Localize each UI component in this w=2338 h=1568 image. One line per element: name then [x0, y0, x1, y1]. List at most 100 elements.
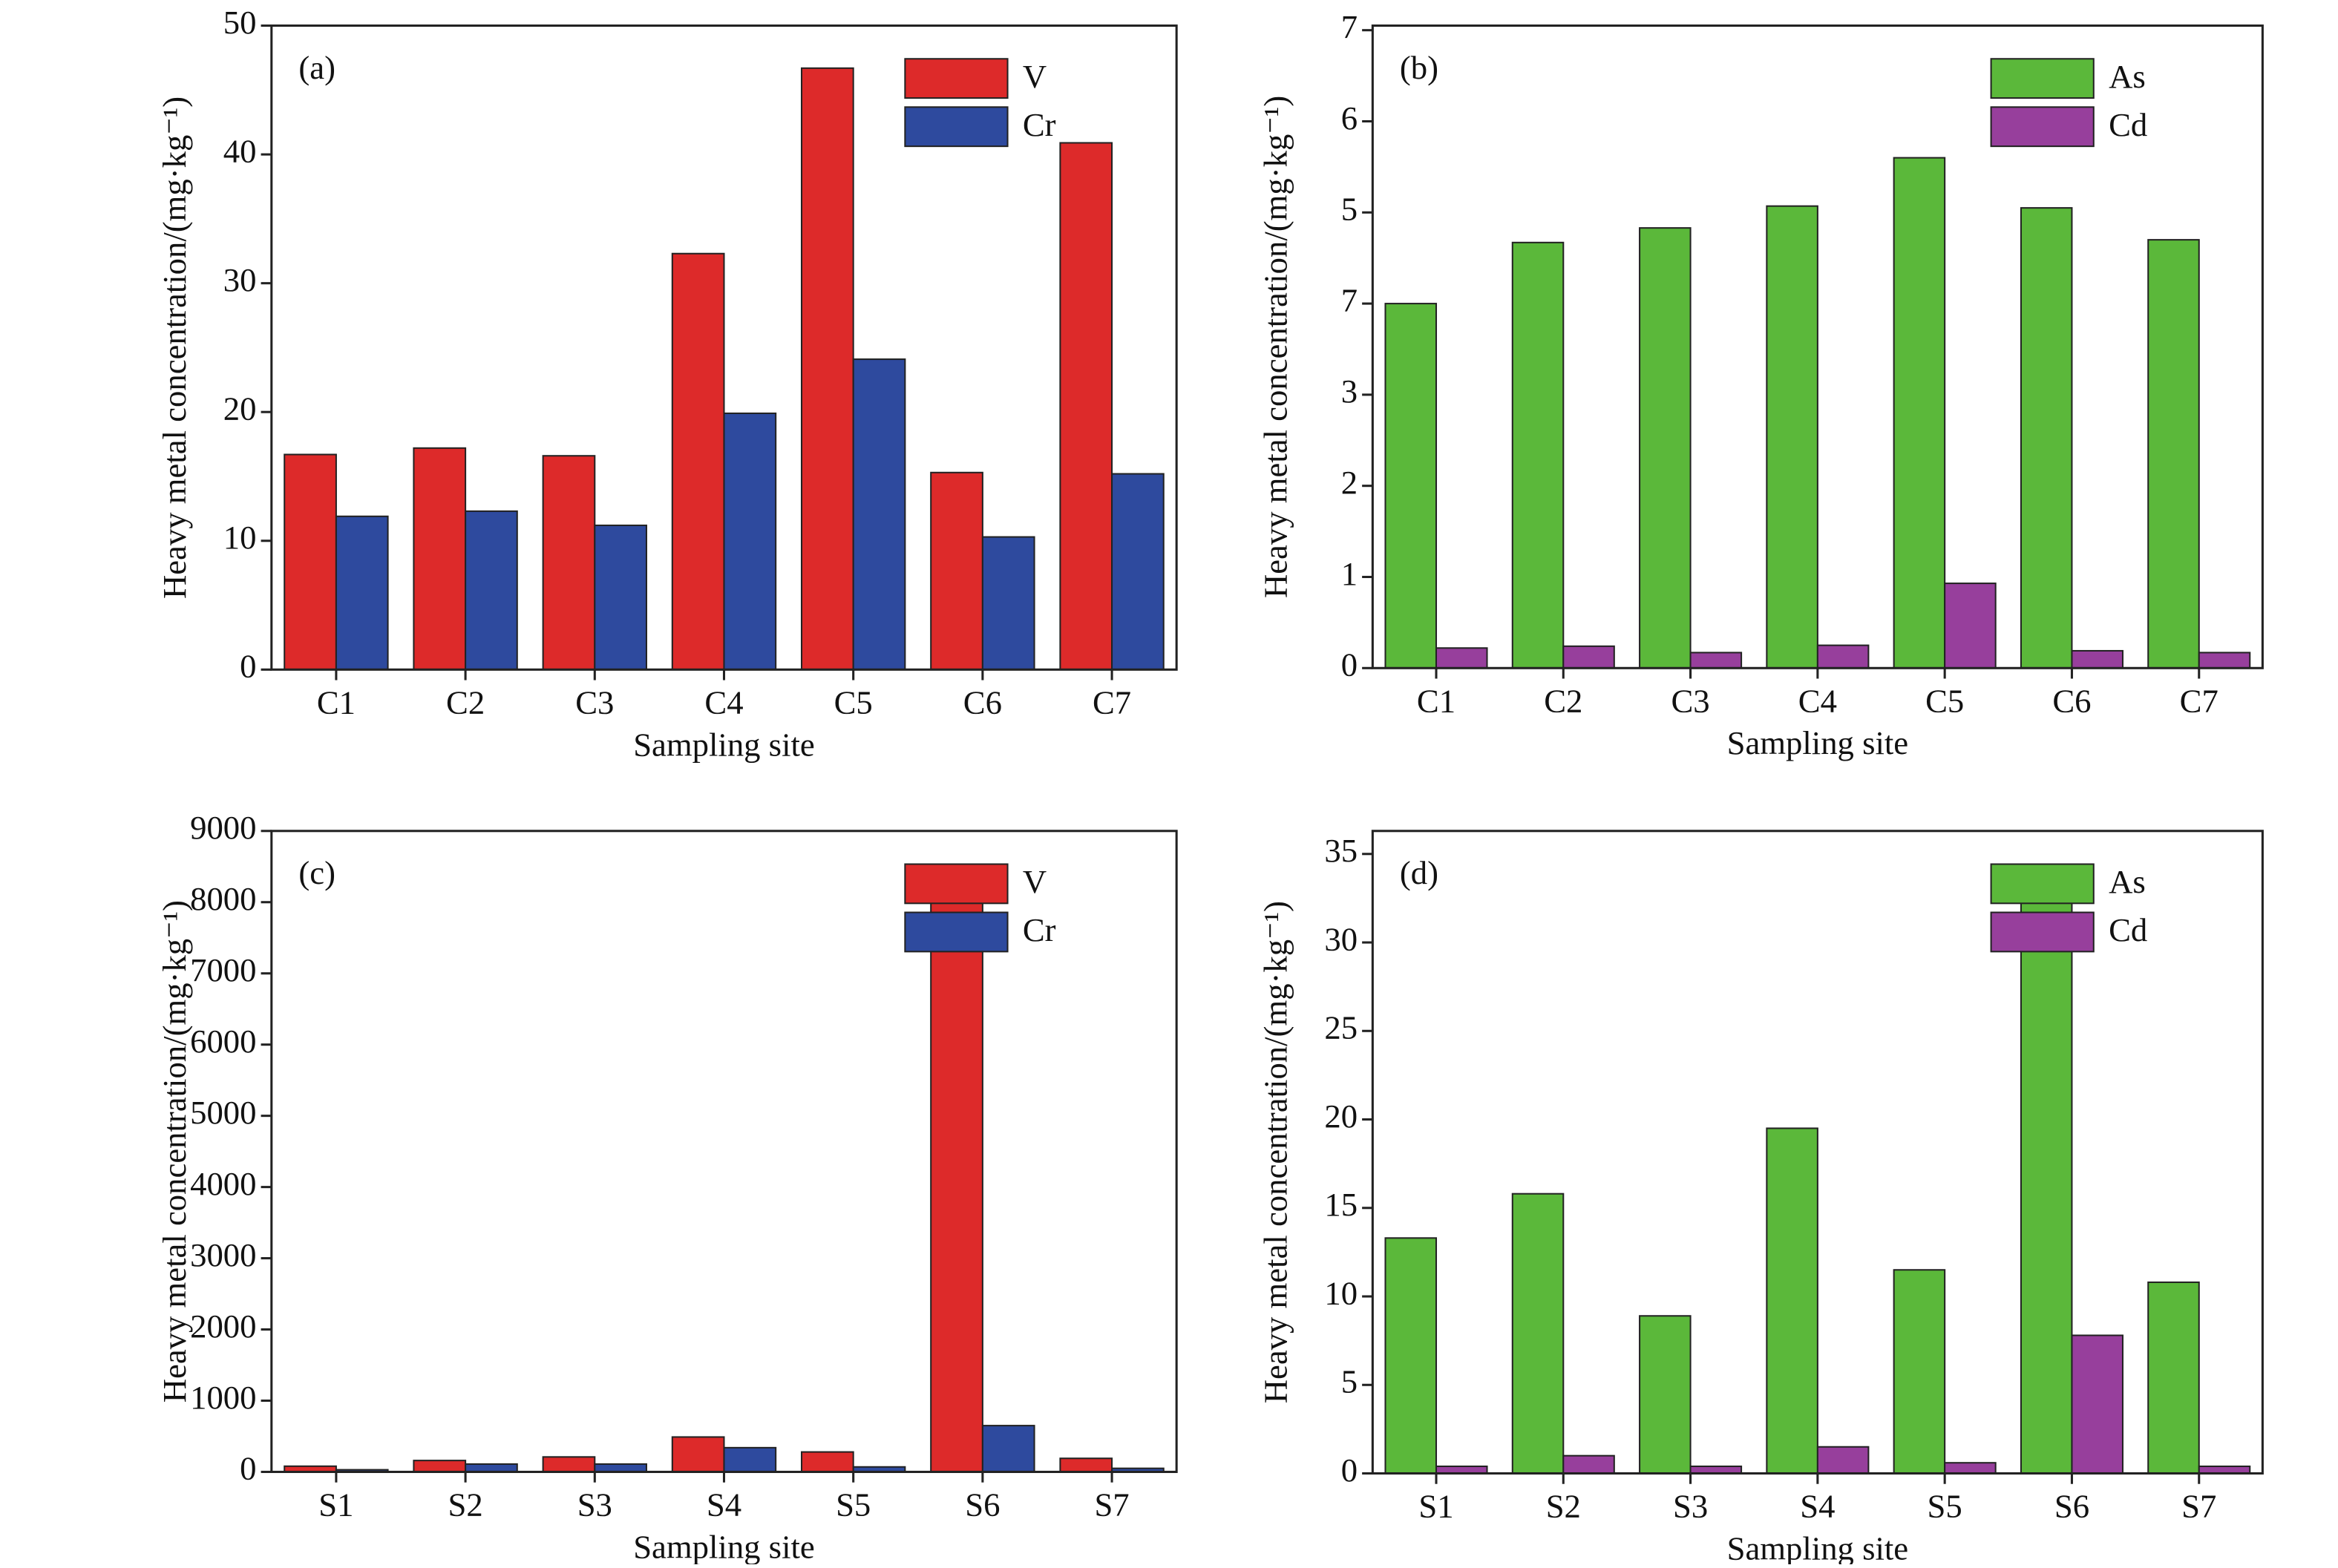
legend-label: Cd	[2109, 106, 2147, 143]
bar	[800, 67, 854, 671]
x-tick-label: S5	[836, 1486, 871, 1523]
x-tick-label: S2	[448, 1486, 482, 1523]
bar	[465, 510, 518, 671]
bar	[1766, 1127, 1818, 1474]
legend-label: V	[1023, 863, 1047, 900]
legend-label: Cd	[2109, 911, 2147, 948]
x-tick-label: S6	[2054, 1488, 2089, 1525]
x-tick-label: C6	[2052, 682, 2091, 719]
x-tick-label: S6	[965, 1486, 1000, 1523]
y-tick-label: 0	[240, 1450, 256, 1487]
bar	[1689, 652, 1743, 669]
bar	[1816, 1446, 1870, 1474]
y-tick-label: 50	[223, 4, 257, 41]
bar	[1639, 1315, 1692, 1474]
x-axis-label: Sampling site	[633, 726, 815, 763]
y-tick-label: 7	[1341, 8, 1358, 45]
bar	[1059, 1457, 1113, 1473]
bar	[335, 515, 389, 671]
legend-label: As	[2109, 58, 2146, 95]
bar	[1766, 205, 1818, 669]
y-tick-label: 20	[1324, 1098, 1358, 1135]
y-tick-label: 9000	[190, 809, 256, 846]
bar	[1893, 1269, 1946, 1474]
x-tick-label: S1	[318, 1486, 353, 1523]
y-tick-label: 40	[223, 132, 257, 169]
x-tick-label: C5	[834, 683, 873, 721]
x-tick-label: S1	[1418, 1488, 1453, 1525]
y-axis-label: Heavy metal concentration/(mg·kg⁻¹)	[1257, 96, 1294, 598]
y-tick-label: 5	[1341, 1363, 1358, 1400]
y-tick-label: 3	[1341, 373, 1358, 410]
x-tick-label: C2	[446, 683, 485, 721]
panel-label: (a)	[298, 49, 335, 86]
x-tick-label: C3	[575, 683, 614, 721]
y-tick-label: 25	[1324, 1009, 1358, 1046]
panel-label: (c)	[298, 854, 335, 891]
x-tick-label: C3	[1671, 682, 1710, 719]
bar	[465, 1463, 518, 1473]
bar	[981, 1425, 1035, 1473]
legend-swatch	[1990, 106, 2095, 148]
bar	[2147, 1281, 2200, 1474]
y-tick-label: 35	[1324, 832, 1358, 869]
y-tick-label: 6000	[190, 1023, 256, 1060]
x-tick-label: S3	[1673, 1488, 1708, 1525]
bar	[2071, 649, 2123, 669]
legend-swatch	[1990, 911, 2095, 953]
y-tick-label: 20	[223, 390, 257, 427]
y-tick-label: 10	[223, 519, 257, 556]
y-tick-label: 7000	[190, 951, 256, 988]
bar	[413, 1460, 467, 1473]
bar	[1944, 583, 1997, 669]
bar	[1816, 644, 1870, 669]
x-tick-label: C7	[1093, 683, 1131, 721]
bar	[542, 1456, 596, 1473]
bar	[930, 890, 983, 1473]
bar	[1384, 1237, 1438, 1474]
bar	[1944, 1462, 1997, 1474]
x-tick-label: S4	[707, 1486, 741, 1523]
bar	[1111, 473, 1165, 671]
bar	[1562, 645, 1615, 669]
bar	[671, 1436, 725, 1473]
x-tick-label: C1	[317, 683, 356, 721]
y-tick-label: 0	[240, 648, 256, 685]
y-tick-label: 30	[223, 261, 257, 298]
bar	[1639, 227, 1692, 669]
legend-swatch	[904, 106, 1009, 148]
bar	[2147, 239, 2200, 669]
bar	[852, 358, 906, 671]
bar	[2020, 881, 2073, 1474]
bar	[2198, 652, 2251, 669]
y-tick-label: 7	[1341, 281, 1358, 318]
x-tick-label: S7	[2181, 1488, 2216, 1525]
bar	[723, 1446, 777, 1473]
legend-label: V	[1023, 58, 1047, 95]
bar	[2071, 1334, 2123, 1474]
bar	[2020, 207, 2073, 669]
bar	[594, 1463, 647, 1473]
panel-label: (b)	[1400, 49, 1438, 86]
bar	[981, 536, 1035, 671]
x-tick-label: C2	[1544, 682, 1582, 719]
y-tick-label: 2000	[190, 1308, 256, 1345]
x-tick-label: C4	[704, 683, 743, 721]
bar	[1384, 303, 1438, 669]
legend-label: As	[2109, 863, 2146, 900]
x-axis-label: Sampling site	[633, 1528, 815, 1564]
bar	[413, 447, 467, 671]
x-tick-label: S5	[1928, 1488, 1962, 1525]
y-tick-label: 0	[1341, 1451, 1358, 1489]
y-axis-label: Heavy metal concentration/(mg·kg⁻¹)	[1257, 901, 1294, 1403]
y-tick-label: 15	[1324, 1186, 1358, 1223]
bar	[800, 1451, 854, 1473]
x-axis-label: Sampling site	[1727, 1529, 1909, 1564]
y-tick-label: 10	[1324, 1274, 1358, 1311]
x-tick-label: C1	[1417, 682, 1455, 719]
bar	[542, 455, 596, 671]
y-axis-label: Heavy metal concentration/(mg·kg⁻¹)	[156, 900, 193, 1403]
x-tick-label: C6	[963, 683, 1002, 721]
legend-swatch	[904, 863, 1009, 905]
y-tick-label: 6	[1341, 99, 1358, 137]
